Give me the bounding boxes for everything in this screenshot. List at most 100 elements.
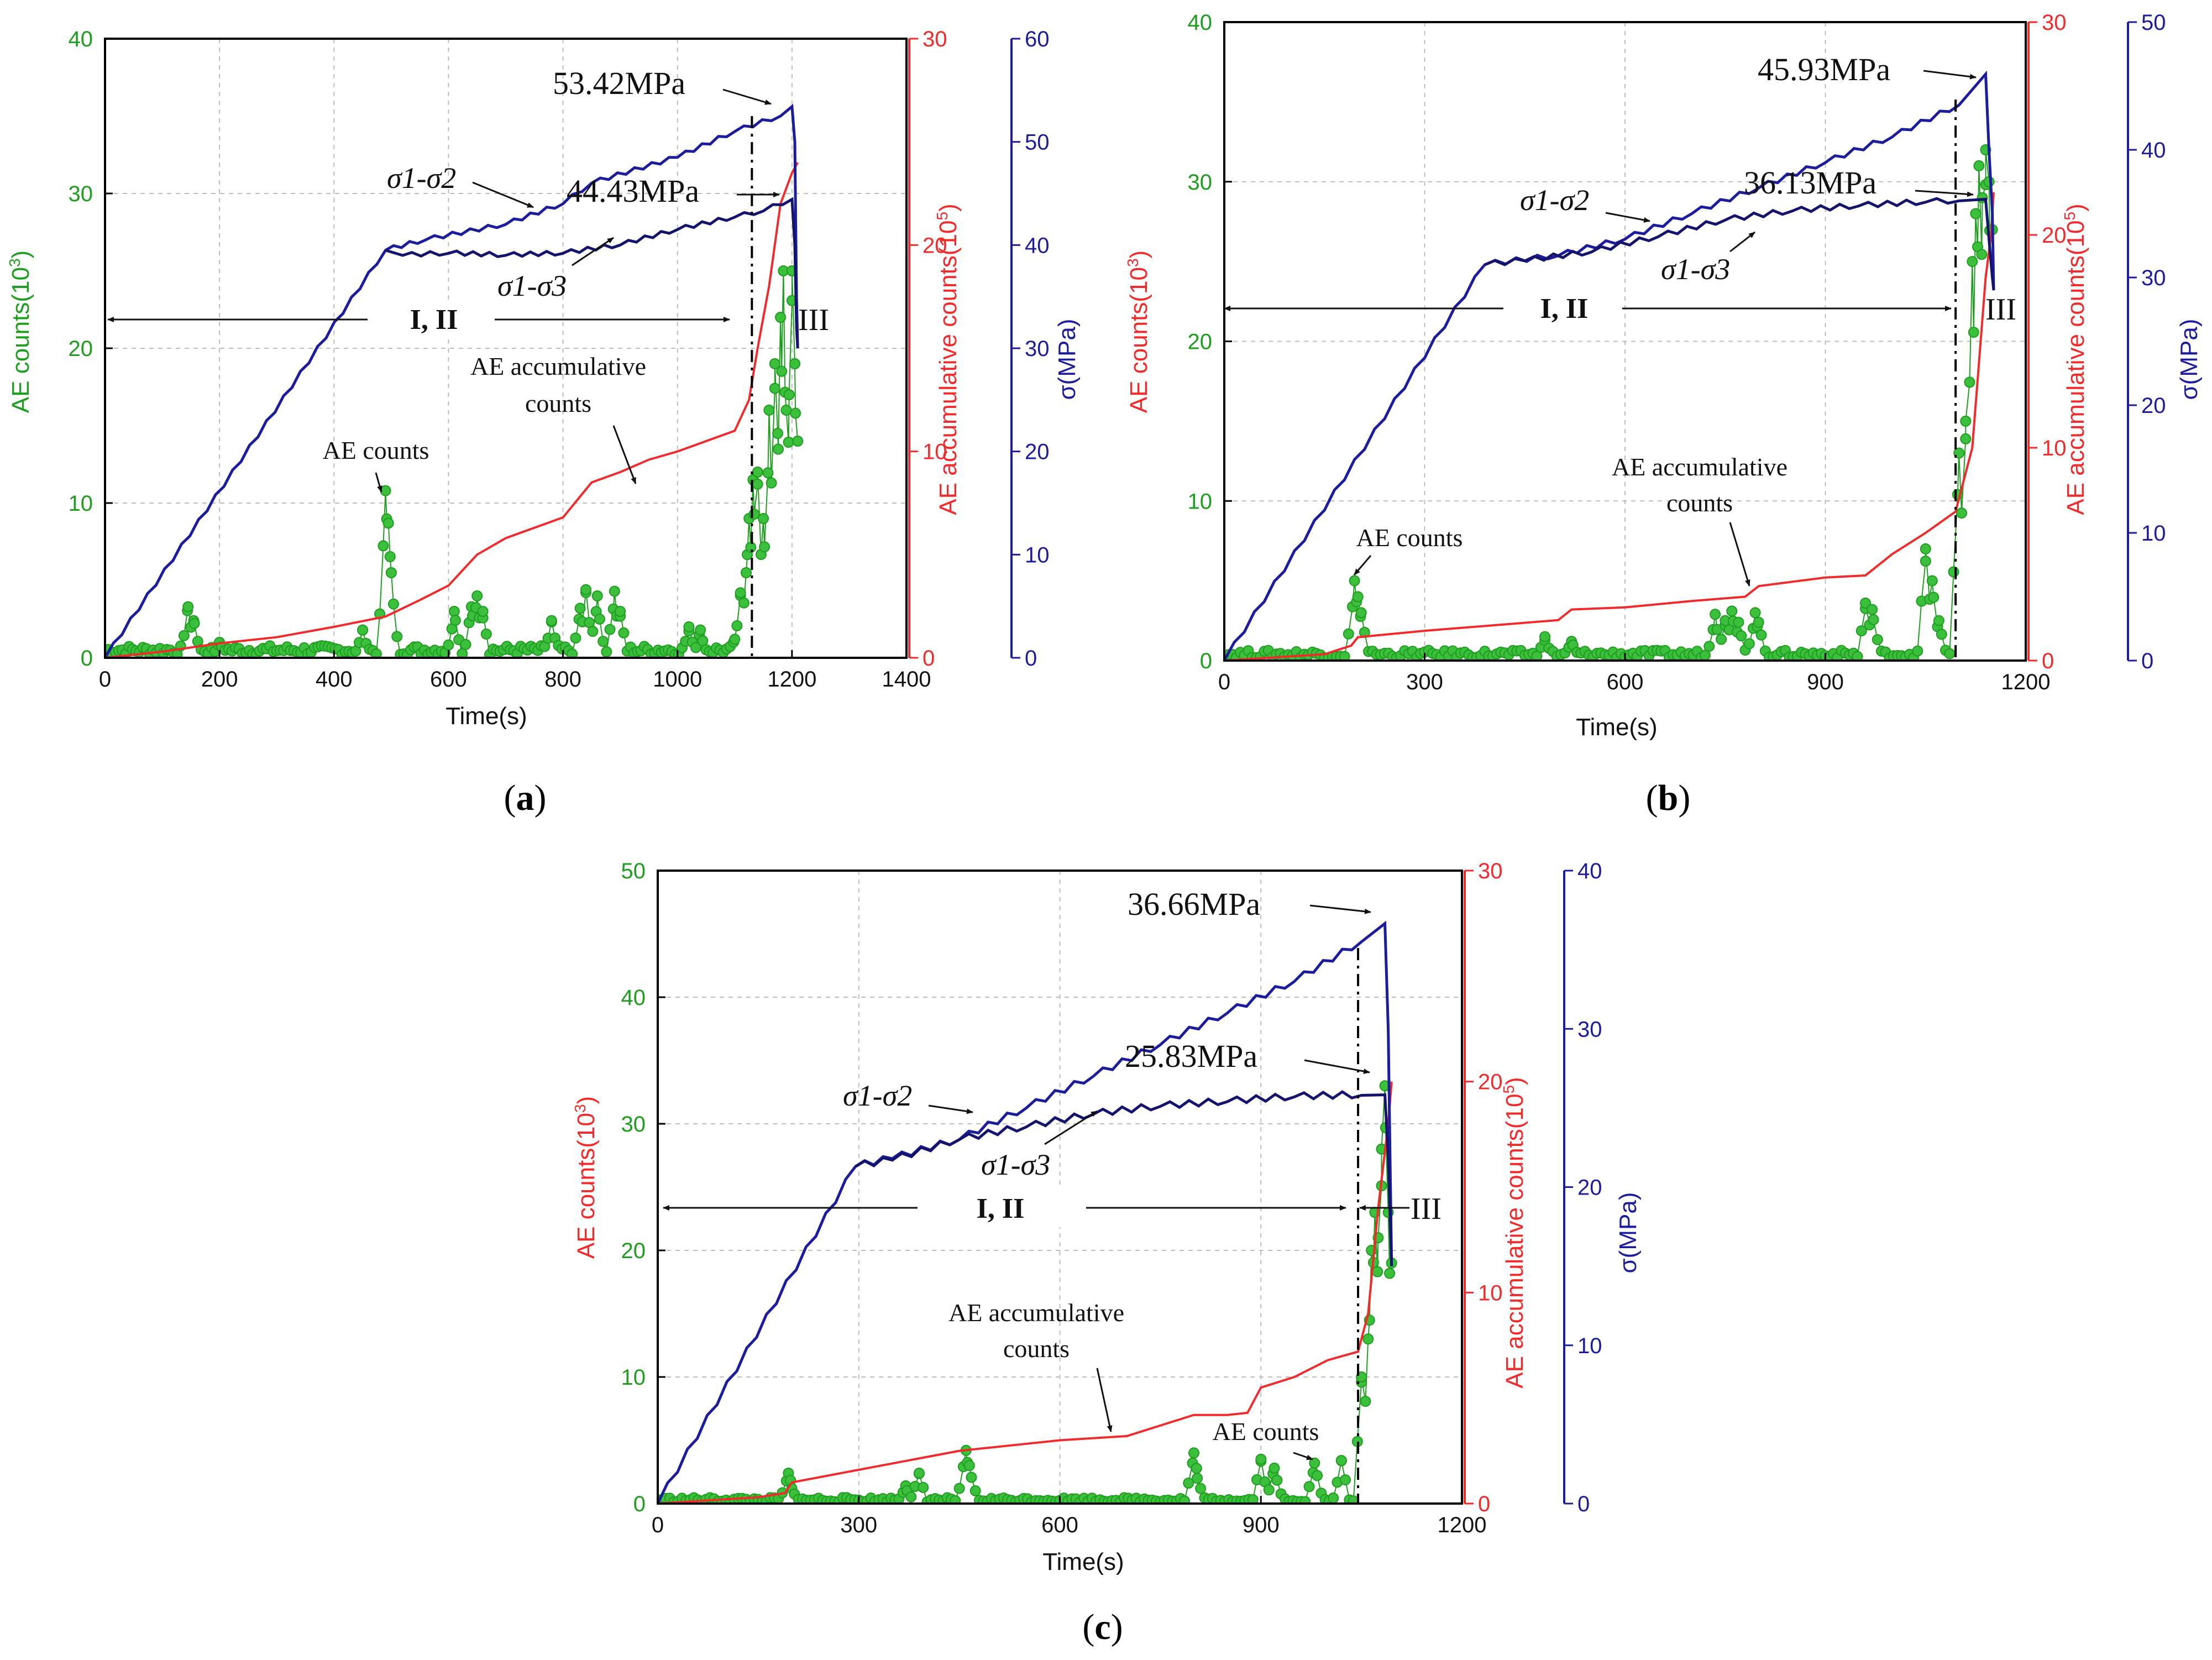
ae-count-point [1710, 609, 1721, 620]
ae-count-point [1299, 1496, 1311, 1504]
panel-b-annotations: 45.93MPa 36.13MPa σ1-σ2 σ1-σ3 AE accumul… [1224, 51, 2016, 587]
ae-count-point [1960, 433, 1972, 444]
panel-a-ylabel-right: σ(MPa) [1053, 319, 1081, 400]
y-mid-tick-label: 10 [1478, 1281, 1503, 1305]
ae-count-point [789, 358, 800, 369]
x-tick-label: 200 [201, 667, 238, 692]
ae-count-point [1976, 249, 1988, 260]
ae-count-point [1736, 630, 1747, 642]
panel-b-accum-label-1: AE accumulative [1612, 453, 1788, 481]
ae-count-point [790, 407, 801, 419]
panel-a-accum-label-1: AE accumulative [470, 352, 646, 380]
y-right-tick-label: 0 [1025, 646, 1037, 671]
ae-count-point [570, 632, 581, 644]
ae-count-point [1328, 1493, 1339, 1504]
ae-count-point [1968, 327, 1979, 338]
y-mid-tick-label: 0 [922, 646, 935, 671]
y-left-tick-label: 30 [621, 1112, 646, 1137]
y-left-tick-label: 30 [1188, 170, 1213, 195]
panel-b: 0 300 600 900 120001020304001020300102030405… [1124, 11, 2203, 818]
panel-c-ylabel-right: σ(MPa) [1615, 1192, 1642, 1274]
panel-b-peak1-label: 45.93MPa [1758, 51, 1890, 87]
ae-count-point [182, 601, 194, 612]
ae-count-point [683, 621, 695, 632]
panel-a-annotations: 53.42MPa 44.43MPa σ1-σ2 σ1-σ3 AE accumul… [107, 65, 829, 493]
panel-b-peak2-label: 36.13MPa [1744, 165, 1876, 201]
y-right-tick-label: 0 [1577, 1492, 1590, 1516]
panel-c-series [658, 920, 1397, 1504]
ae-count-point [1860, 598, 1871, 609]
ae-count-point [1936, 629, 1947, 640]
panel-b-axes: 0 300 600 900 120001020304001020300102030405… [1188, 11, 2166, 694]
panel-c: 0 300 600 900 120001020304050010203001020304… [572, 859, 1642, 1647]
ae-count-point [690, 642, 701, 653]
ae-count-point [580, 584, 591, 595]
ae-count-point [1339, 651, 1350, 661]
y-right-tick-label: 0 [2141, 649, 2153, 673]
ae-count-point [1733, 616, 1744, 628]
x-tick-label: 1000 [653, 667, 702, 692]
panel-c-ylabel-mid: AE accumulative counts(105) [1500, 1077, 1528, 1388]
ae-count-point [1191, 1463, 1202, 1474]
panel-a-accum-label-2: counts [525, 389, 591, 417]
ae-count-point [1926, 575, 1938, 587]
panel-a-peak2-label: 44.43MPa [567, 173, 699, 209]
stress-s1-s2-line [1224, 70, 1995, 661]
panel-a-s12-label: σ1-σ2 [387, 161, 456, 195]
ae-count-point [574, 603, 586, 614]
ae-count-point [591, 590, 603, 601]
ae-count-point [597, 636, 609, 647]
ae-count-point [443, 639, 454, 651]
ae-count-point [1928, 591, 1940, 603]
panel-c-s12-label: σ1-σ2 [843, 1079, 912, 1112]
ae-count-point [918, 1481, 929, 1493]
panel-c-axes: 0 300 600 900 120001020304050010203001020304… [621, 859, 1602, 1537]
ae-accumulative-line [1224, 192, 1995, 661]
ae-count-point [567, 648, 578, 658]
ae-count-point [1753, 616, 1764, 628]
panel-b-s12-label: σ1-σ2 [1520, 184, 1589, 217]
ae-count-point [1349, 575, 1360, 587]
ae-count-point [388, 598, 399, 610]
ae-counts-series [105, 265, 804, 658]
ae-count-point [385, 567, 397, 578]
ae-count-point [609, 585, 620, 597]
ae-count-point [391, 631, 403, 642]
ae-count-point [1743, 638, 1755, 650]
y-right-tick-label: 30 [1577, 1017, 1602, 1041]
y-right-tick-label: 10 [1577, 1334, 1602, 1358]
panel-c-caption: (c) [1082, 1607, 1123, 1647]
y-left-tick-label: 0 [633, 1492, 646, 1516]
panel-c-counts-label: AE counts [1213, 1417, 1319, 1446]
ae-count-point [762, 467, 774, 479]
ae-count-point [1852, 651, 1863, 661]
ae-count-point [1960, 415, 1972, 427]
panel-c-accum-label-2: counts [1003, 1334, 1070, 1363]
ae-count-point [1255, 1453, 1267, 1465]
y-left-tick-label: 20 [69, 337, 93, 361]
y-mid-tick-label: 20 [2042, 223, 2067, 248]
y-left-tick-label: 10 [1188, 489, 1213, 514]
ae-count-point [1539, 631, 1550, 642]
ae-count-point [966, 1472, 977, 1483]
ae-count-point [1309, 1457, 1320, 1469]
ae-count-point [735, 587, 746, 599]
panel-c-frame [657, 870, 1463, 1505]
ae-count-point [1970, 208, 1982, 219]
ae-count-point [1372, 1266, 1383, 1277]
ae-count-point [1956, 507, 1967, 519]
ae-count-point [1195, 1483, 1207, 1494]
panel-a-xlabel: Time(s) [445, 703, 527, 730]
panel-a-s13-label: σ1-σ3 [497, 269, 567, 302]
ae-count-point [1335, 1455, 1347, 1467]
y-right-tick-label: 40 [1577, 859, 1602, 883]
ae-count-point [1340, 1474, 1351, 1486]
ae-count-point [448, 606, 460, 617]
ae-count-point [748, 509, 760, 520]
ae-count-point [741, 567, 752, 578]
ae-count-point [1703, 641, 1715, 652]
panel-c-accum-label-1: AE accumulative [948, 1298, 1124, 1327]
panel-a-grid [105, 39, 906, 658]
panel-b-ylabel-left: AE counts(103) [1124, 250, 1152, 413]
